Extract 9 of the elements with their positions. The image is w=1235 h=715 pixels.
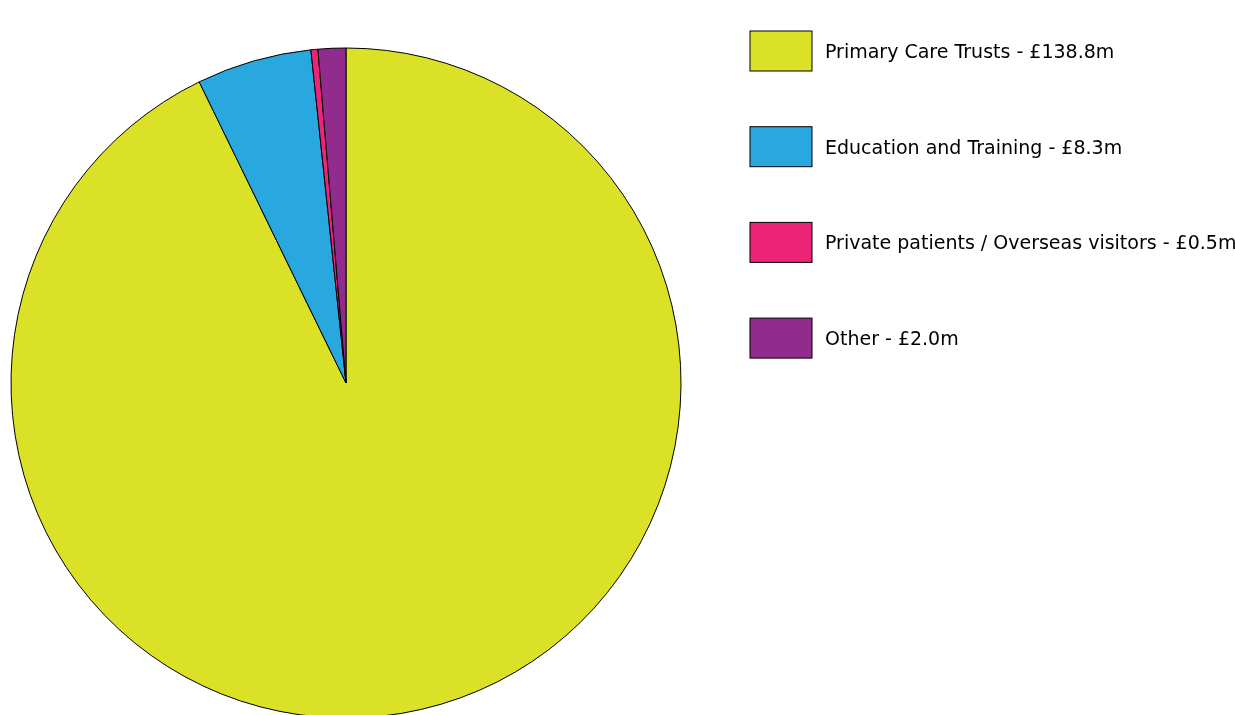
legend-label: Private patients / Overseas visitors - xyxy=(825,231,1170,254)
legend-label: Education and Training - xyxy=(825,135,1056,158)
legend-label: Other - xyxy=(825,327,892,350)
data-label: £8.3m xyxy=(1055,135,1123,158)
data-label: £0.5m xyxy=(1169,231,1235,254)
data-label: £138.8m xyxy=(1023,40,1115,62)
legend-label: Primary Care Trusts - xyxy=(825,40,1024,62)
pie-slice xyxy=(10,47,682,715)
data-label: £2.0m xyxy=(891,327,959,350)
